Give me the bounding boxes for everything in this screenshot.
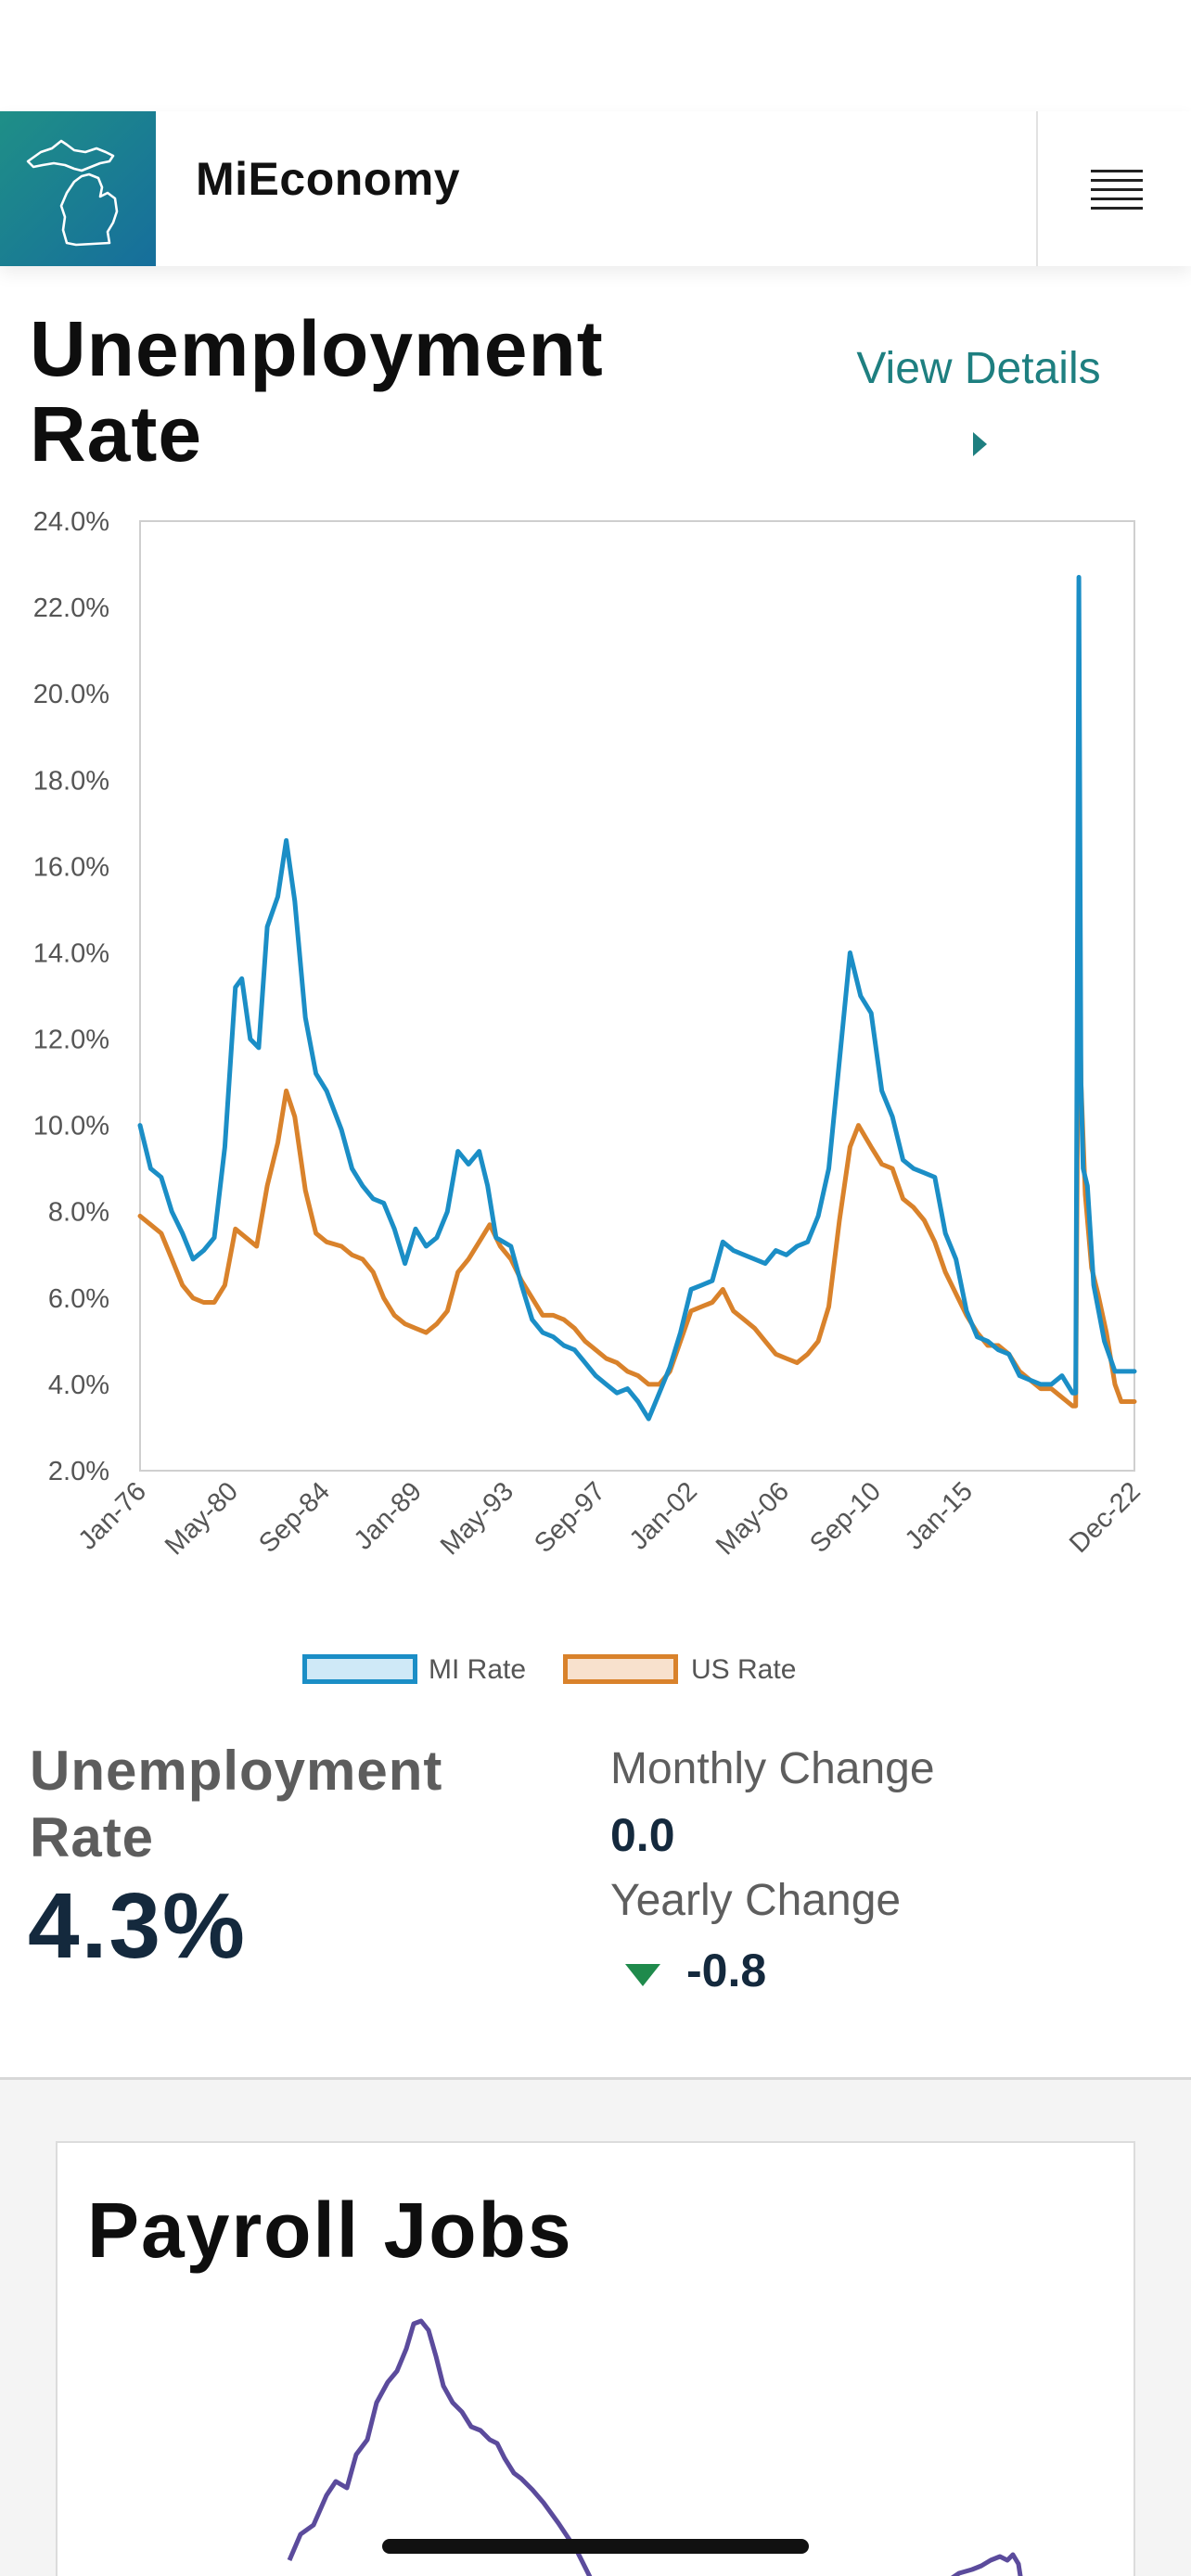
legend-item-mi[interactable]: MI Rate [302,1651,553,1688]
y-tick-label: 22.0% [33,593,109,623]
x-tick-label: Jan-02 [624,1476,703,1555]
yearly-change-label: Yearly Change [610,1876,902,1925]
home-indicator[interactable] [382,2539,809,2554]
brand-name[interactable]: MiEconomy [196,153,461,205]
payroll-line [287,2318,593,2576]
legend-swatch-us [563,1654,678,1684]
legend-item-us[interactable]: US Rate [563,1651,813,1688]
y-tick-label: 6.0% [48,1284,109,1314]
y-tick-label: 4.0% [48,1371,109,1400]
caret-right-icon[interactable] [973,432,987,456]
monthly-change-value: 0.0 [610,1809,675,1861]
y-tick-label: 16.0% [33,852,109,882]
y-tick-label: 20.0% [33,680,109,709]
menu-button[interactable] [1038,111,1191,266]
y-tick-label: 18.0% [33,766,109,796]
hamburger-menu-icon-line [1091,198,1143,200]
lower-section: Payroll Jobs [0,2077,1191,2576]
app-header: MiEconomy [0,111,1191,266]
y-tick-label: 12.0% [33,1026,109,1055]
y-tick-label: 2.0% [48,1457,109,1486]
legend-label-us: US Rate [691,1654,797,1685]
unemployment-rate-value: 4.3% [28,1874,247,1978]
hamburger-menu-icon-line [1091,207,1143,210]
yearly-change-value: -0.8 [686,1945,767,1996]
hamburger-menu-icon [1091,170,1143,172]
x-tick-label: Sep-10 [804,1476,887,1559]
header-divider [1036,111,1038,266]
x-tick-label: Dec-22 [1064,1476,1146,1559]
michigan-map-icon [26,139,119,247]
hamburger-menu-icon-line [1091,179,1143,182]
payroll-chart-preview [287,2318,1023,2576]
legend-label-mi: MI Rate [429,1654,527,1685]
x-tick-label: May-80 [160,1476,244,1561]
unemployment-rate-label: Unemployment Rate [30,1740,443,1868]
y-tick-label: 8.0% [48,1198,109,1228]
y-tick-label: 10.0% [33,1112,109,1141]
x-tick-label: Sep-97 [529,1476,611,1559]
payroll-title: Payroll Jobs [87,2187,573,2274]
x-tick-label: May-06 [711,1476,795,1561]
x-tick-label: Sep-84 [253,1476,336,1559]
view-details-link[interactable]: View Details [856,344,1101,393]
legend-swatch-mi [302,1654,417,1684]
y-tick-label: 24.0% [33,507,109,537]
unemployment-chart: 2.0% 4.0% 6.0% 8.0% 10.0% 12.0% 14.0% 16.0% 18.0… [33,507,1146,1561]
monthly-change-label: Monthly Change [610,1744,935,1793]
x-tick-label: Jan-76 [73,1476,152,1555]
logo-link[interactable] [0,111,156,266]
y-tick-label: 14.0% [33,938,109,968]
unemployment-title: Unemployment Rate [30,305,604,478]
payroll-card[interactable]: Payroll Jobs [56,2141,1135,2576]
plot-area [139,520,1135,1472]
chart-legend: MI Rate US Rate [0,1651,1191,1688]
x-tick-label: Jan-89 [349,1476,428,1555]
x-tick-label: Jan-15 [900,1476,979,1555]
series-line-mi [137,575,1137,1422]
down-triangle-icon [625,1964,660,1986]
hamburger-menu-icon-line [1091,188,1143,191]
payroll-line-right [950,2552,1023,2576]
x-tick-label: May-93 [435,1476,519,1561]
